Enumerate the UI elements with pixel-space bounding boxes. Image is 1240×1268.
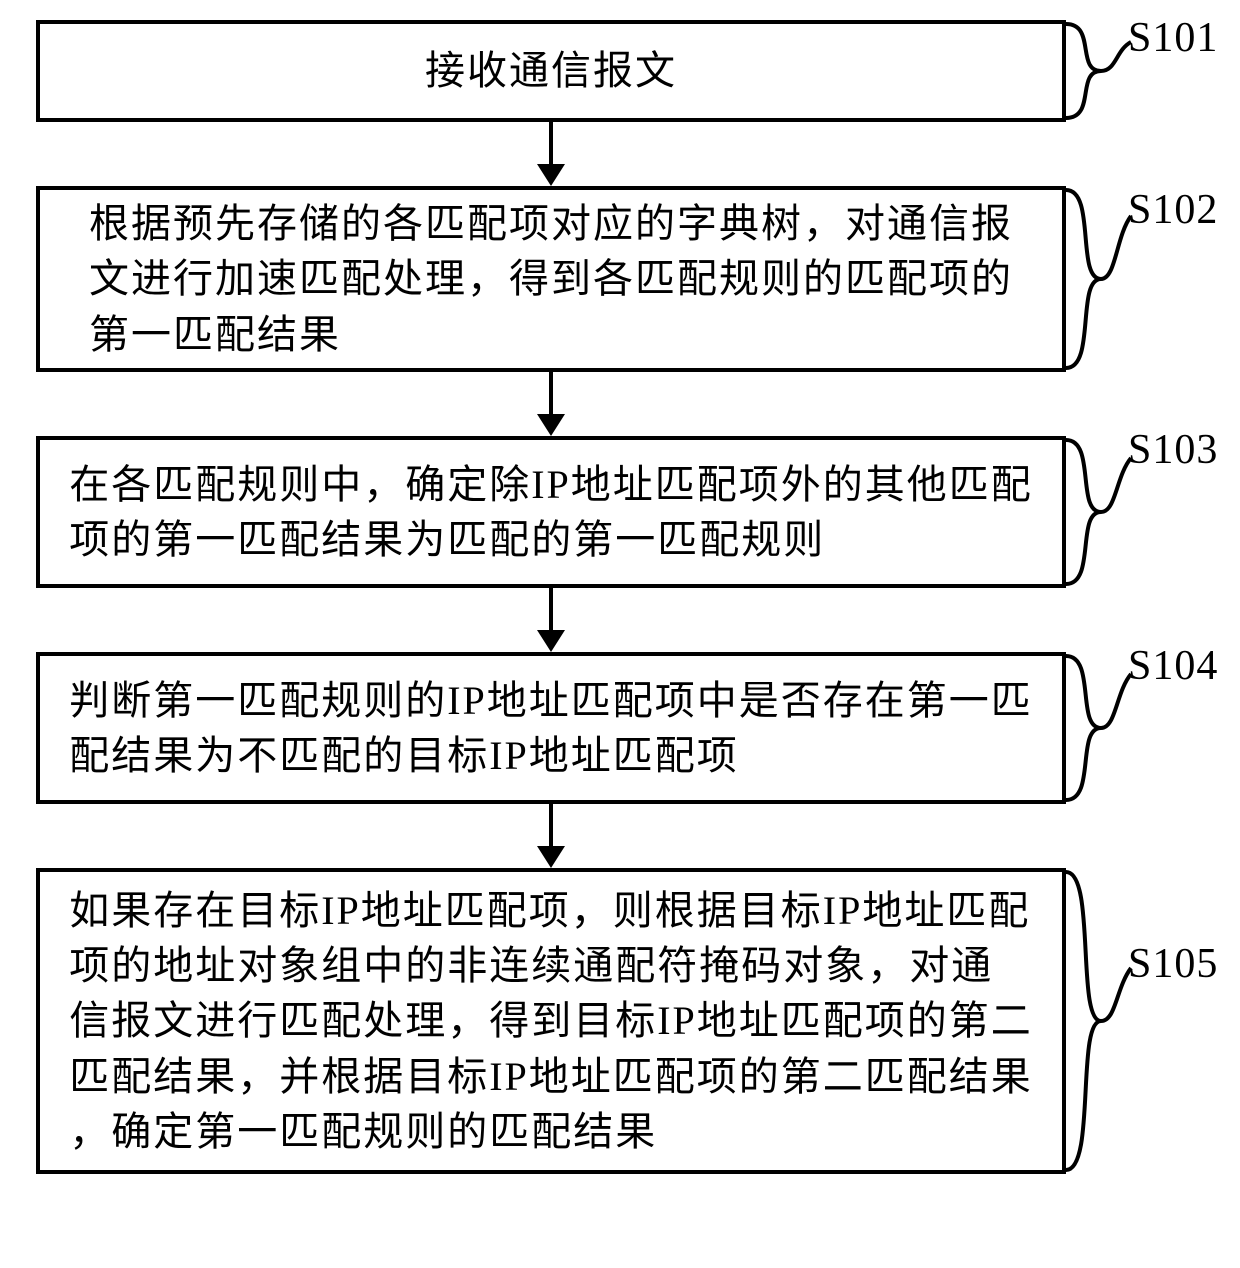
step-label-s105: S105 [1128, 940, 1218, 988]
step-label-s103: S103 [1128, 426, 1218, 474]
arrow-4-line [549, 804, 553, 846]
arrow-4-head-icon [537, 846, 565, 868]
step-box-s102: 根据预先存储的各匹配项对应的字典树，对通信报 文进行加速匹配处理，得到各匹配规则… [36, 186, 1066, 372]
step-text-s105: 如果存在目标IP地址匹配项，则根据目标IP地址匹配 项的地址对象组中的非连续通配… [69, 883, 1033, 1159]
step-box-s101: 接收通信报文 [36, 20, 1066, 122]
step-text-s103: 在各匹配规则中，确定除IP地址匹配项外的其他匹配 项的第一匹配结果为匹配的第一匹… [69, 457, 1033, 567]
brace-s103-icon [1066, 436, 1136, 588]
brace-s104-icon [1066, 652, 1136, 804]
brace-s102-icon [1066, 186, 1136, 372]
step-text-s102: 根据预先存储的各匹配项对应的字典树，对通信报 文进行加速匹配处理，得到各匹配规则… [89, 196, 1013, 362]
step-label-s104: S104 [1128, 642, 1218, 690]
arrow-2-head-icon [537, 414, 565, 436]
brace-s105-icon [1066, 868, 1136, 1174]
arrow-2-line [549, 372, 553, 414]
step-label-s102: S102 [1128, 186, 1218, 234]
step-box-s104: 判断第一匹配规则的IP地址匹配项中是否存在第一匹 配结果为不匹配的目标IP地址匹… [36, 652, 1066, 804]
brace-s101-icon [1066, 20, 1136, 122]
step-label-s101: S101 [1128, 14, 1218, 62]
arrow-1-head-icon [537, 164, 565, 186]
step-text-s101: 接收通信报文 [425, 43, 677, 98]
arrow-3-head-icon [537, 630, 565, 652]
arrow-1-line [549, 122, 553, 164]
step-box-s105: 如果存在目标IP地址匹配项，则根据目标IP地址匹配 项的地址对象组中的非连续通配… [36, 868, 1066, 1174]
arrow-3-line [549, 588, 553, 630]
step-text-s104: 判断第一匹配规则的IP地址匹配项中是否存在第一匹 配结果为不匹配的目标IP地址匹… [69, 673, 1033, 783]
flowchart-canvas: 接收通信报文 根据预先存储的各匹配项对应的字典树，对通信报 文进行加速匹配处理，… [0, 0, 1240, 1268]
step-box-s103: 在各匹配规则中，确定除IP地址匹配项外的其他匹配 项的第一匹配结果为匹配的第一匹… [36, 436, 1066, 588]
